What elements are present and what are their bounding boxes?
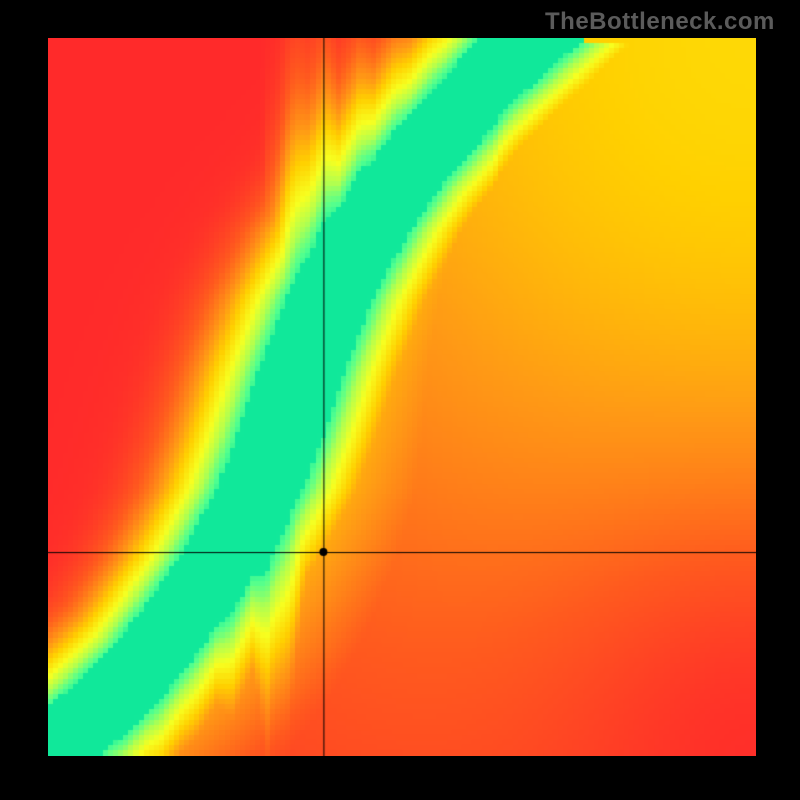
chart-container: TheBottleneck.com	[0, 0, 800, 800]
bottleneck-heatmap	[48, 38, 756, 756]
watermark-text: TheBottleneck.com	[545, 8, 775, 36]
